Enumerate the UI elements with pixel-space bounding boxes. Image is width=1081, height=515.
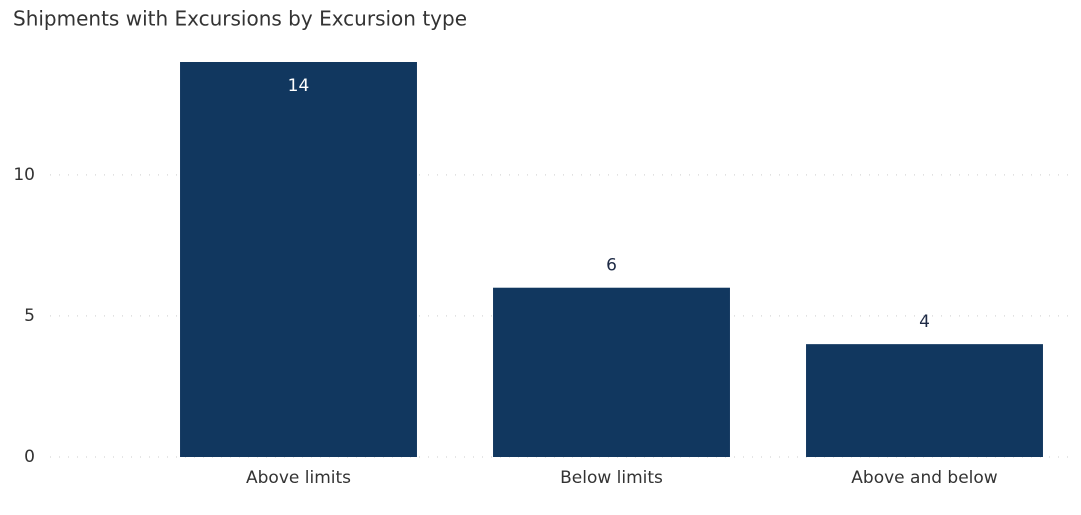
bar bbox=[180, 62, 417, 457]
x-tick-label: Above and below bbox=[851, 468, 998, 488]
y-tick-label: 10 bbox=[13, 165, 35, 185]
x-tick-label: Below limits bbox=[560, 468, 663, 488]
y-tick-label: 5 bbox=[24, 306, 35, 326]
bar bbox=[806, 344, 1043, 457]
y-tick-label: 0 bbox=[24, 447, 35, 467]
chart-title: Shipments with Excursions by Excursion t… bbox=[13, 7, 467, 31]
data-label: 14 bbox=[288, 76, 310, 96]
bar bbox=[493, 287, 730, 457]
x-tick-label: Above limits bbox=[246, 468, 351, 488]
data-label: 4 bbox=[919, 312, 930, 332]
data-label: 6 bbox=[606, 256, 617, 276]
